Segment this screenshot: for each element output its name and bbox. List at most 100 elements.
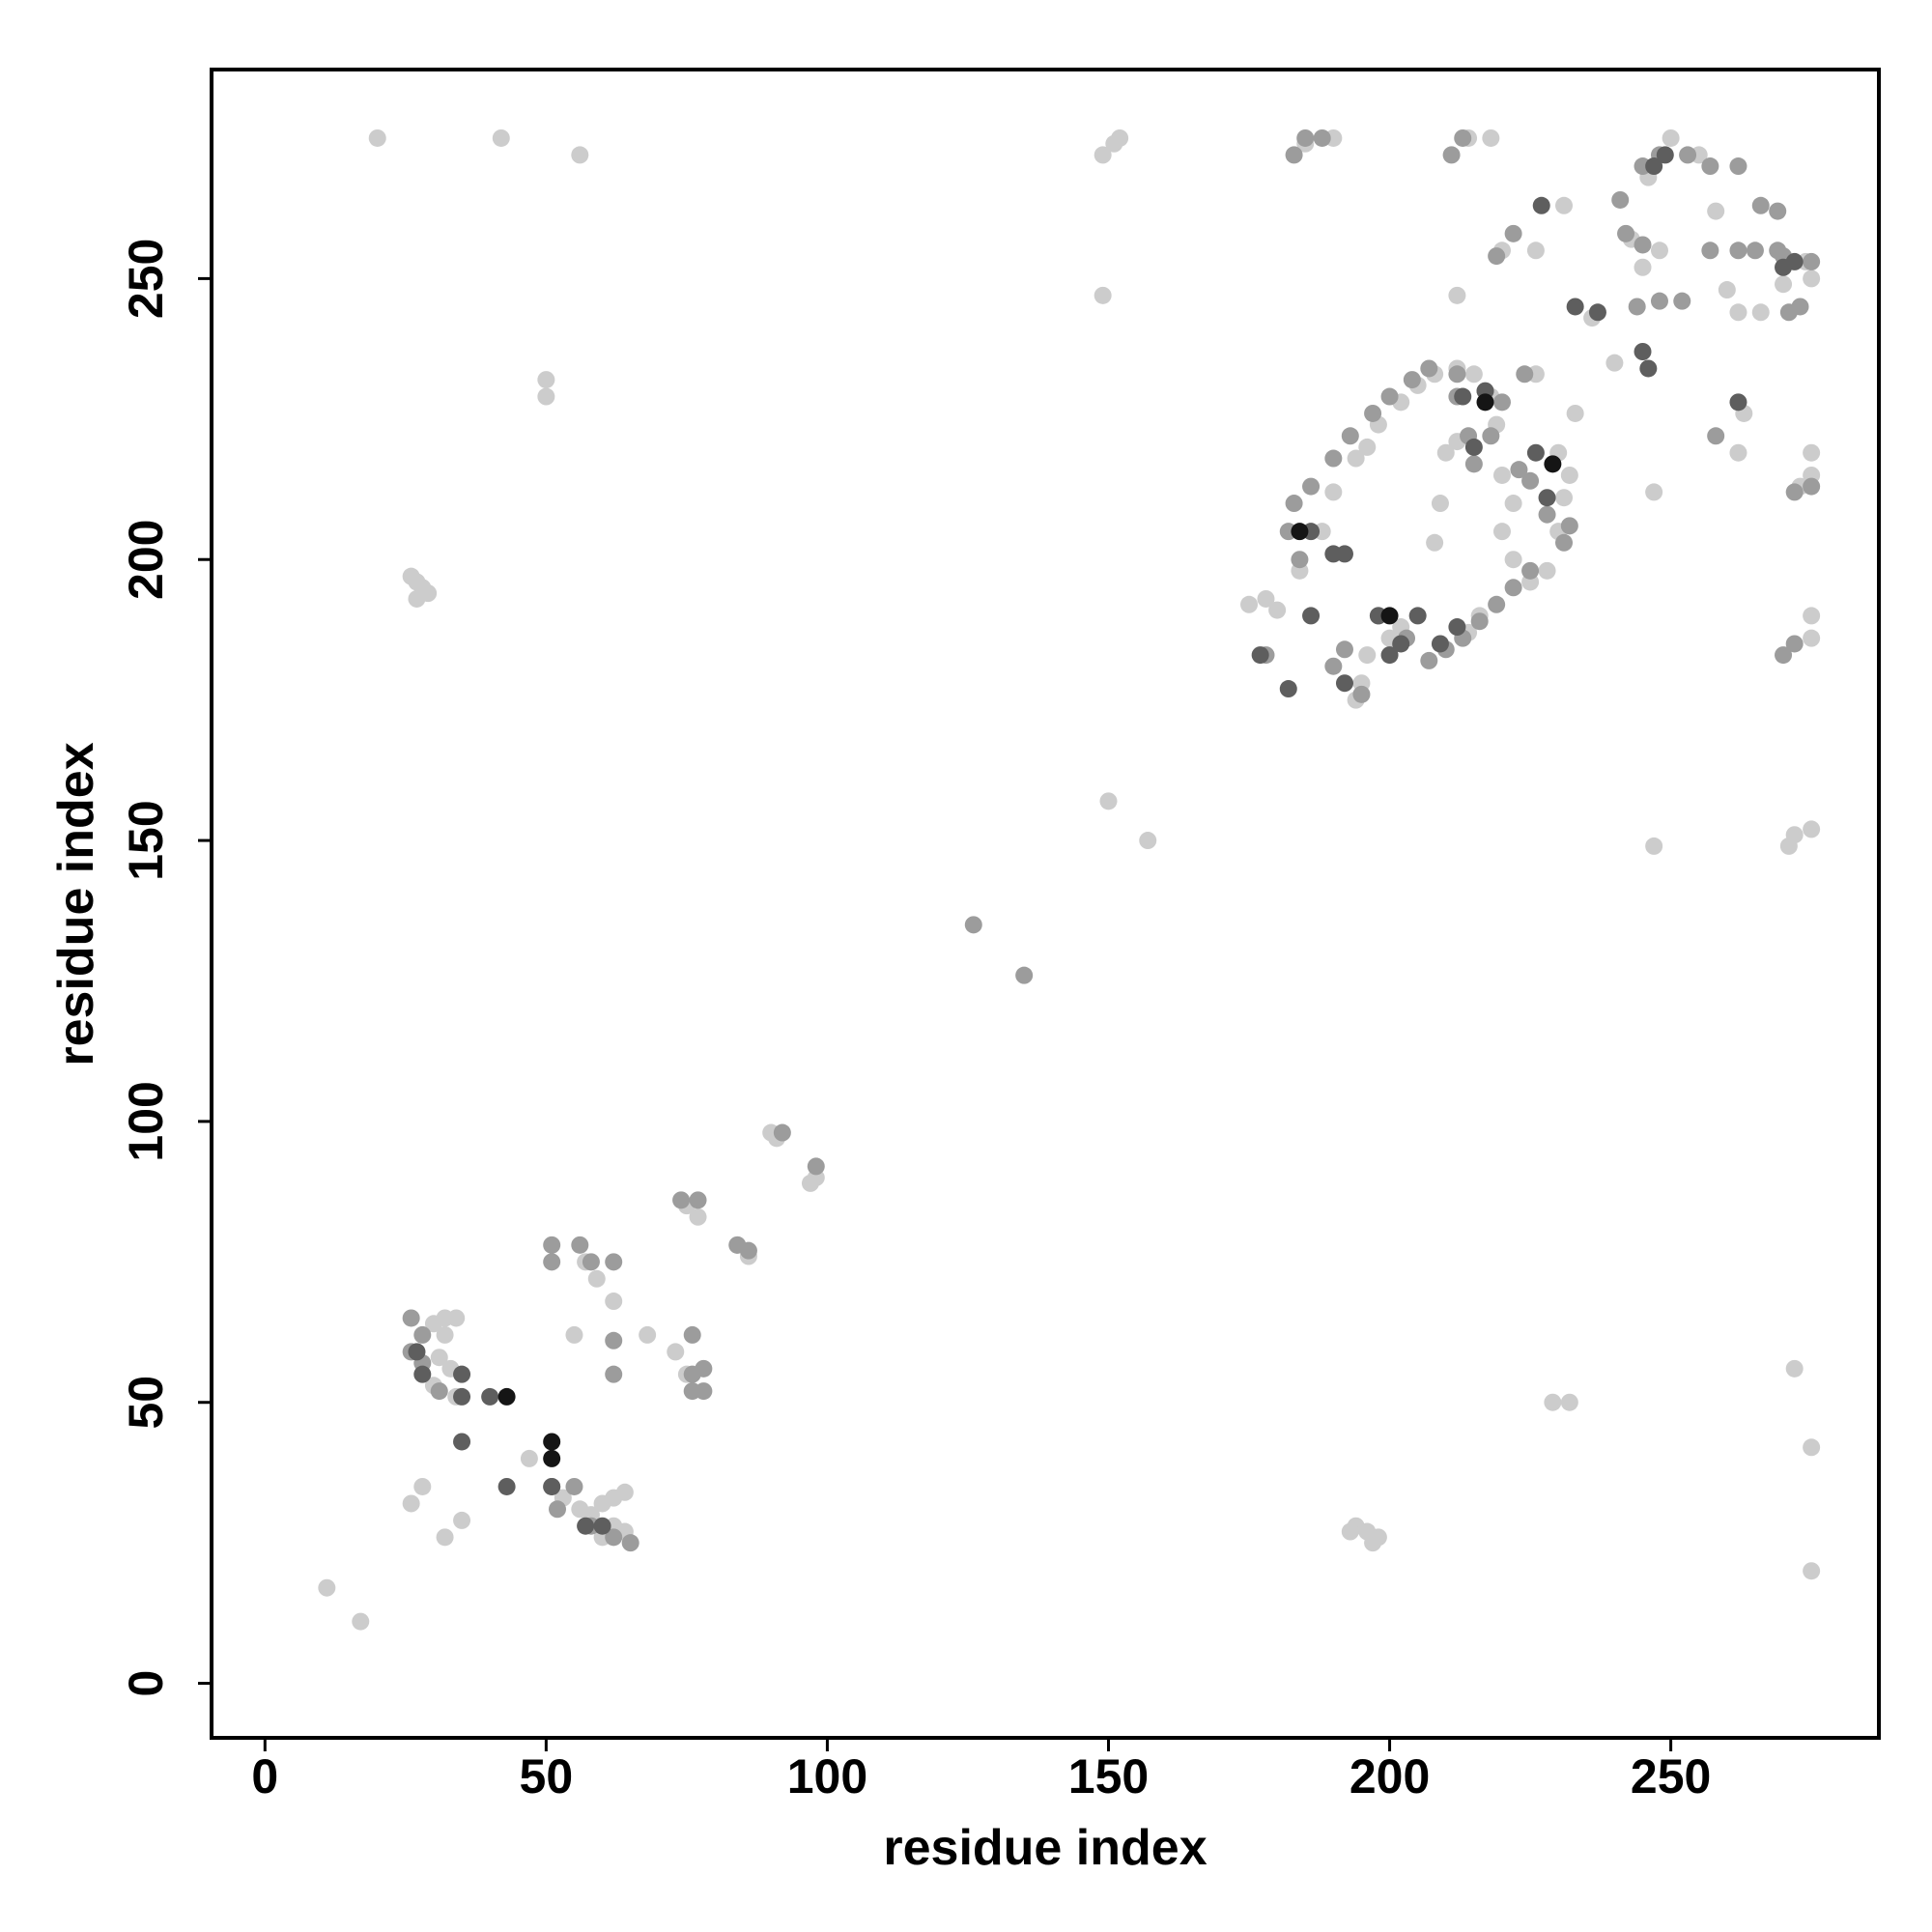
point — [1302, 477, 1321, 496]
point — [1803, 607, 1821, 625]
point — [1628, 298, 1646, 316]
point — [1431, 635, 1449, 653]
point — [1775, 646, 1793, 665]
point — [1291, 551, 1309, 569]
point — [520, 1449, 538, 1467]
point — [453, 1365, 471, 1383]
point — [571, 146, 589, 164]
point — [436, 1528, 454, 1547]
point — [605, 1528, 623, 1547]
point — [1268, 601, 1287, 619]
point — [1751, 303, 1770, 322]
point — [1538, 561, 1556, 580]
point — [1335, 640, 1353, 659]
point — [1729, 443, 1747, 462]
point — [543, 1477, 561, 1495]
point — [549, 1500, 567, 1519]
point — [497, 1477, 516, 1495]
point — [1364, 404, 1382, 422]
point — [587, 1269, 606, 1288]
point — [537, 371, 555, 389]
point — [1729, 157, 1747, 176]
point — [1634, 258, 1652, 276]
plot-frame — [210, 68, 1881, 1740]
point — [543, 1236, 561, 1254]
point — [1448, 618, 1466, 637]
point — [1785, 483, 1804, 501]
point — [1454, 387, 1472, 406]
point — [1302, 607, 1321, 625]
point — [537, 387, 555, 406]
y-tick-label: 100 — [119, 1081, 173, 1161]
point — [807, 1157, 825, 1176]
point — [1516, 365, 1534, 384]
point — [1420, 359, 1438, 378]
point — [1611, 190, 1630, 209]
point — [1560, 517, 1578, 535]
point — [1488, 595, 1506, 613]
point — [1510, 461, 1528, 479]
point — [1015, 966, 1034, 984]
point — [1285, 146, 1303, 164]
point — [593, 1517, 611, 1535]
point — [1476, 393, 1494, 412]
point — [689, 1208, 707, 1226]
point — [1464, 365, 1483, 384]
point — [695, 1359, 713, 1378]
point — [1605, 354, 1624, 372]
point — [1504, 579, 1522, 597]
point — [368, 128, 386, 147]
point — [1464, 455, 1483, 473]
point — [571, 1236, 589, 1254]
point — [1094, 146, 1112, 164]
point — [1707, 202, 1725, 220]
point — [1729, 303, 1747, 322]
point — [1431, 495, 1449, 513]
point — [318, 1578, 336, 1597]
point — [1588, 303, 1606, 322]
point — [1521, 471, 1540, 490]
point — [1251, 646, 1269, 665]
point — [1442, 146, 1461, 164]
point — [413, 1325, 432, 1344]
point — [1769, 242, 1787, 260]
point — [1617, 224, 1635, 242]
point — [672, 1191, 691, 1209]
point — [1555, 533, 1574, 552]
point — [1324, 657, 1343, 675]
point — [1482, 128, 1500, 147]
point — [1679, 146, 1697, 164]
point — [1729, 242, 1747, 260]
point — [1803, 270, 1821, 288]
point — [1470, 612, 1489, 631]
point — [1392, 635, 1410, 653]
y-axis-label: residue index — [48, 742, 104, 1065]
x-tick-label: 100 — [787, 1749, 867, 1804]
point — [695, 1382, 713, 1401]
point — [667, 1343, 685, 1361]
point — [1291, 523, 1309, 541]
point — [1492, 393, 1511, 412]
point — [1650, 292, 1668, 310]
point — [1335, 674, 1353, 693]
x-axis-label: residue index — [883, 1820, 1207, 1876]
point — [582, 1253, 600, 1271]
point — [1803, 1562, 1821, 1580]
point — [1538, 505, 1556, 524]
point — [1526, 443, 1545, 462]
point — [1555, 489, 1574, 507]
point — [605, 1331, 623, 1350]
point — [430, 1349, 448, 1367]
point — [1769, 202, 1787, 220]
point — [413, 1477, 432, 1495]
point — [739, 1241, 757, 1260]
point — [683, 1325, 701, 1344]
point — [1544, 455, 1562, 473]
point — [430, 1382, 448, 1401]
point — [1492, 466, 1511, 484]
point — [543, 1433, 561, 1451]
point — [1341, 1522, 1359, 1541]
point — [621, 1534, 639, 1552]
point — [1701, 242, 1719, 260]
